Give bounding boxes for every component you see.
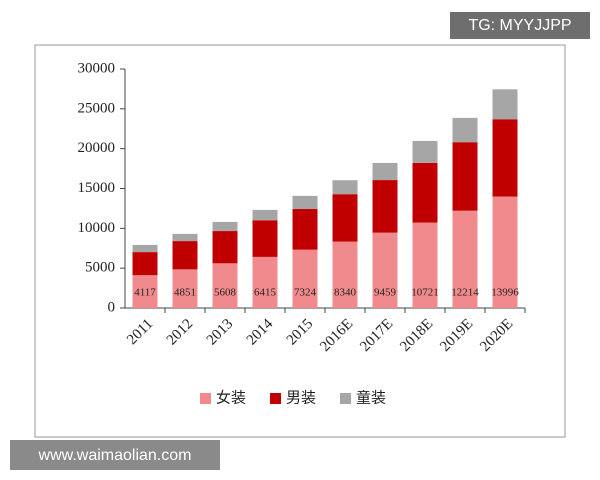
bar-segment xyxy=(292,195,318,210)
bar-segment xyxy=(332,194,358,242)
legend-swatch xyxy=(200,393,211,404)
y-tick-label: 10000 xyxy=(78,220,116,236)
bar-segment xyxy=(132,252,158,276)
y-tick-label: 25000 xyxy=(78,100,116,116)
watermark-box xyxy=(450,12,590,39)
bar-segment xyxy=(412,162,438,223)
data-label: 13996 xyxy=(491,287,519,299)
bar-segment xyxy=(332,241,358,308)
bar-segment xyxy=(452,117,478,143)
bar-segment xyxy=(492,196,518,308)
bar-segment xyxy=(412,222,438,308)
watermark: TG: MYYJJPP xyxy=(468,17,571,34)
bar-segment xyxy=(332,180,358,195)
data-label: 6415 xyxy=(254,287,277,299)
legend-swatch xyxy=(270,393,281,404)
data-label: 7324 xyxy=(294,287,317,299)
data-label: 10721 xyxy=(411,287,439,299)
watermark-box xyxy=(10,440,220,470)
bar-segment xyxy=(212,231,238,264)
data-label: 4851 xyxy=(174,287,196,299)
legend-label: 男装 xyxy=(286,389,316,406)
y-tick-label: 20000 xyxy=(78,140,116,156)
bar-segment xyxy=(372,232,398,308)
bar-segment xyxy=(292,209,318,250)
y-tick-label: 15000 xyxy=(78,180,116,196)
bar-segment xyxy=(132,275,158,308)
bar-segment xyxy=(492,89,518,120)
y-tick-label: 30000 xyxy=(78,60,116,76)
data-label: 9459 xyxy=(374,287,397,299)
bar-segment xyxy=(412,140,438,163)
bar-segment xyxy=(252,220,278,257)
bar-segment xyxy=(452,210,478,308)
bar-segment xyxy=(212,263,238,308)
bar-segment xyxy=(292,249,318,308)
legend-label: 童装 xyxy=(356,388,386,406)
bar-segment xyxy=(372,180,398,233)
bar-segment xyxy=(172,269,198,308)
bar-segment xyxy=(212,221,238,232)
legend-label: 女装 xyxy=(216,388,246,406)
bar-segment xyxy=(492,119,518,197)
bar-segment xyxy=(132,244,158,253)
bar-segment xyxy=(172,241,198,270)
data-label: 5608 xyxy=(214,287,237,299)
data-label: 4117 xyxy=(134,287,156,299)
bar-segment xyxy=(252,256,278,308)
y-tick-label: 0 xyxy=(108,299,116,315)
y-tick-label: 5000 xyxy=(85,260,115,276)
data-label: 8340 xyxy=(334,287,357,299)
bar-segment xyxy=(172,233,198,242)
legend-swatch xyxy=(340,393,351,404)
bar-segment xyxy=(452,142,478,211)
bar-segment xyxy=(252,209,278,221)
data-label: 12214 xyxy=(451,287,479,299)
watermark: www.waimaolian.com xyxy=(38,447,192,464)
bar-segment xyxy=(372,162,398,181)
